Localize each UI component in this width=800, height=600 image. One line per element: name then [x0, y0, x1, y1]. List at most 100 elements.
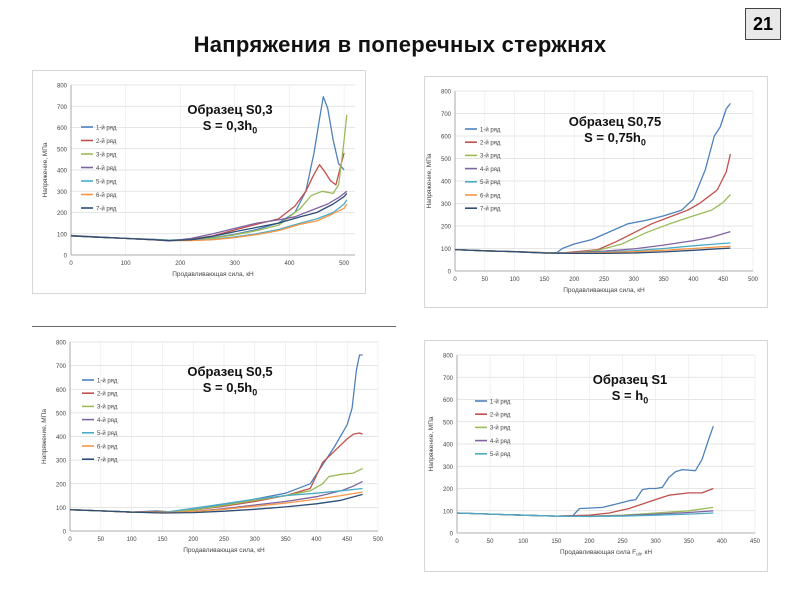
x-axis-title: Продавливающая сила Fult, кН: [560, 549, 652, 557]
x-tick-label: 500: [373, 537, 384, 543]
x-tick-label: 50: [487, 539, 494, 545]
x-tick-label: 250: [219, 537, 230, 543]
x-tick-label: 150: [157, 537, 168, 543]
legend-label: 4-й ряд: [96, 165, 117, 172]
legend-label: 3-й ряд: [490, 425, 511, 432]
y-tick-label: 400: [443, 443, 454, 449]
y-tick-label: 300: [56, 459, 67, 465]
y-tick-label: 0: [63, 530, 67, 536]
y-tick-label: 500: [56, 411, 67, 417]
y-tick-label: 600: [441, 135, 452, 141]
y-tick-label: 800: [56, 341, 67, 347]
y-tick-label: 100: [57, 232, 68, 238]
series-line-7: [69, 493, 363, 514]
slide-number: 21: [745, 8, 781, 40]
x-tick-label: 100: [510, 277, 521, 283]
legend-label: 2-й ряд: [97, 391, 118, 398]
x-tick-label: 100: [127, 537, 138, 543]
chart-panel-s05: 0 100 200 300 400 500 600 700 800 0 50 100 150 200 250…: [32, 330, 392, 555]
legend-label: 3-й ряд: [97, 404, 118, 411]
y-tick-label: 800: [443, 354, 454, 360]
y-tick-label: 800: [441, 90, 452, 96]
x-tick-label: 500: [748, 277, 759, 283]
y-axis-title: Напряжение, МПа: [428, 416, 435, 471]
annotation-line2: S = 0,5h0: [202, 380, 258, 398]
legend-label: 5-й ряд: [97, 430, 118, 437]
legend-label: 7-й ряд: [97, 457, 118, 464]
annotation-s03: Образец S0,3 S = 0,3h0: [160, 102, 300, 139]
x-axis-title: Продавливающая сила, кН: [563, 287, 645, 294]
x-tick-label: 450: [342, 537, 353, 543]
annotation-line2: S = 0,3h0: [202, 118, 258, 136]
x-axis-title: Продавливающая сила, кН: [172, 271, 254, 278]
x-tick-label: 500: [339, 261, 350, 267]
x-tick-label: 100: [121, 261, 132, 267]
x-tick-label: 150: [551, 539, 562, 545]
chart-panel-s075: 0 100 200 300 400 500 600 700 800 0 50 100 150 200 250…: [424, 76, 768, 308]
x-tick-label: 400: [284, 261, 295, 267]
y-tick-label: 200: [443, 487, 454, 493]
chart-svg: 0 100 200 300 400 500 600 700 800 0 50 100 150 200 250…: [426, 90, 759, 295]
y-tick-label: 300: [443, 465, 454, 471]
chart-svg: 0 100 200 300 400 500 600 700 800 0 50 100 150 200 250…: [428, 354, 761, 557]
series-line-7: [70, 192, 348, 242]
annotation-s1: Образец S1 S = h0: [560, 372, 700, 409]
y-tick-label: 100: [56, 506, 67, 512]
series-line-6: [69, 491, 363, 514]
panel-divider: [32, 326, 396, 327]
x-tick-label: 0: [455, 539, 459, 545]
legend-label: 5-й ряд: [96, 178, 117, 185]
legend-label: 1-й ряд: [97, 377, 118, 384]
y-tick-label: 200: [57, 211, 68, 217]
y-tick-label: 400: [57, 169, 68, 175]
x-tick-label: 50: [481, 277, 488, 283]
chart-svg: 0 100 200 300 400 500 600 700 800 0 100 200 300 400 50…: [42, 84, 355, 278]
x-tick-label: 50: [97, 537, 104, 543]
legend-label: 4-й ряд: [480, 166, 501, 173]
y-tick-label: 0: [64, 254, 68, 260]
x-tick-label: 0: [453, 277, 457, 283]
x-tick-label: 300: [629, 277, 640, 283]
legend-label: 5-й ряд: [480, 179, 501, 186]
legend-label: 1-й ряд: [480, 126, 501, 133]
chart-panel-s1: 0 100 200 300 400 500 600 700 800 0 50 100 150 200 250…: [424, 340, 768, 572]
x-tick-label: 350: [659, 277, 670, 283]
y-tick-label: 700: [56, 364, 67, 370]
chart-panel-s03: 0 100 200 300 400 500 600 700 800 0 100 200 300 400 50…: [32, 70, 366, 294]
y-tick-label: 600: [56, 388, 67, 394]
annotation-line1: Образец S1: [592, 372, 668, 387]
legend-label: 5-й ряд: [490, 451, 511, 458]
x-tick-label: 350: [684, 539, 695, 545]
x-tick-label: 300: [651, 539, 662, 545]
legend-label: 1-й ряд: [490, 398, 511, 405]
legend-label: 7-й ряд: [96, 205, 117, 212]
y-tick-label: 700: [443, 376, 454, 382]
y-tick-label: 100: [443, 509, 454, 515]
y-tick-label: 600: [443, 398, 454, 404]
annotation-line1: Образец S0,75: [568, 114, 662, 129]
legend-label: 6-й ряд: [96, 192, 117, 199]
y-tick-label: 600: [57, 126, 68, 132]
y-tick-label: 700: [441, 112, 452, 118]
x-axis-title: Продавливающая сила, кН: [183, 547, 265, 554]
x-tick-label: 150: [539, 277, 550, 283]
annotation-line2: S = 0,75h0: [584, 130, 646, 148]
y-tick-label: 300: [57, 190, 68, 196]
annotation-line2: S = h0: [611, 388, 649, 406]
y-tick-label: 300: [441, 202, 452, 208]
legend-label: 6-й ряд: [480, 192, 501, 199]
y-tick-label: 500: [443, 420, 454, 426]
y-tick-label: 0: [450, 532, 454, 538]
x-tick-label: 450: [718, 277, 729, 283]
legend-label: 2-й ряд: [480, 140, 501, 147]
y-tick-label: 200: [56, 482, 67, 488]
legend-label: 7-й ряд: [480, 206, 501, 213]
x-tick-label: 100: [518, 539, 529, 545]
chart-svg: 0 100 200 300 400 500 600 700 800 0 50 100 150 200 250…: [41, 341, 384, 555]
y-axis-title: Напряжение, МПа: [42, 142, 49, 197]
legend-label: 6-й ряд: [97, 443, 118, 450]
x-tick-label: 400: [717, 539, 728, 545]
y-tick-label: 700: [57, 105, 68, 111]
legend-label: 2-й ряд: [490, 412, 511, 419]
x-tick-label: 250: [618, 539, 629, 545]
